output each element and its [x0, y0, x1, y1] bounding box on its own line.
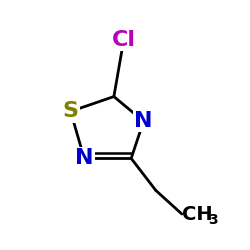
Text: CH: CH	[182, 204, 212, 224]
Text: N: N	[134, 111, 153, 131]
Text: 3: 3	[208, 213, 218, 227]
Text: Cl: Cl	[112, 30, 136, 50]
Text: N: N	[75, 148, 94, 169]
Text: S: S	[62, 102, 78, 121]
